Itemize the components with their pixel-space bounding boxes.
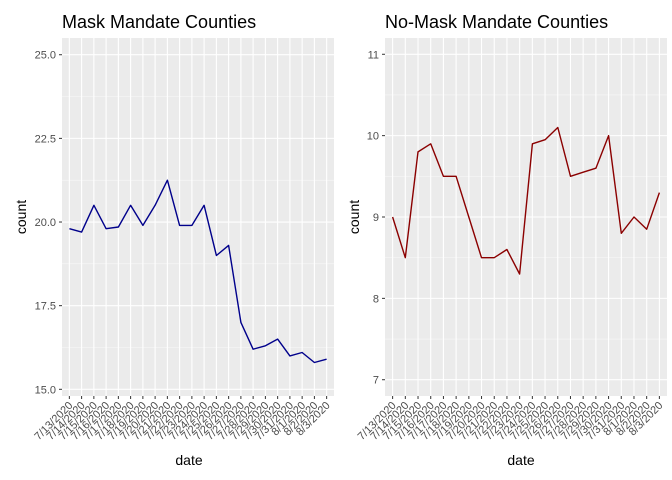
y-axis-title: count [346, 200, 362, 234]
y-tick-label: 10 [367, 131, 379, 143]
chart-title: Mask Mandate Counties [62, 12, 256, 32]
plot-panel [62, 38, 334, 396]
series [391, 126, 661, 275]
y-tick-label: 8 [373, 293, 379, 305]
series [69, 179, 327, 364]
y-tick-label: 9 [373, 212, 379, 224]
y-tick-label: 11 [368, 49, 379, 61]
y-ticks: 15.0 17.5 20.0 22.5 25.0 [35, 50, 62, 396]
y-tick-label: 25.0 [35, 50, 56, 62]
y-tick-label: 22.5 [35, 133, 56, 145]
grid [62, 38, 334, 396]
series-line [391, 126, 661, 275]
no-mask-mandate-chart: No-Mask Mandate Counties 7 8 9 10 11 7/13/20… [346, 12, 667, 468]
y-axis-title: count [13, 200, 29, 234]
y-tick-label: 20.0 [35, 217, 56, 229]
y-tick-label: 15.0 [35, 384, 56, 396]
series-line [69, 179, 327, 364]
x-axis-title: date [507, 452, 534, 468]
x-ticks: 7/13/20207/14/20207/15/20207/16/20207/17… [32, 396, 333, 443]
x-axis-title: date [175, 452, 202, 468]
y-tick-label: 7 [373, 375, 379, 387]
y-ticks: 7 8 9 10 11 [367, 49, 385, 387]
x-ticks: 7/13/20207/14/20207/15/20207/16/20207/17… [356, 396, 665, 443]
mask-mandate-chart: Mask Mandate Counties 15.0 17.5 20.0 22.5 25… [13, 12, 334, 468]
y-tick-label: 17.5 [35, 301, 56, 313]
chart-title: No-Mask Mandate Counties [385, 12, 608, 32]
